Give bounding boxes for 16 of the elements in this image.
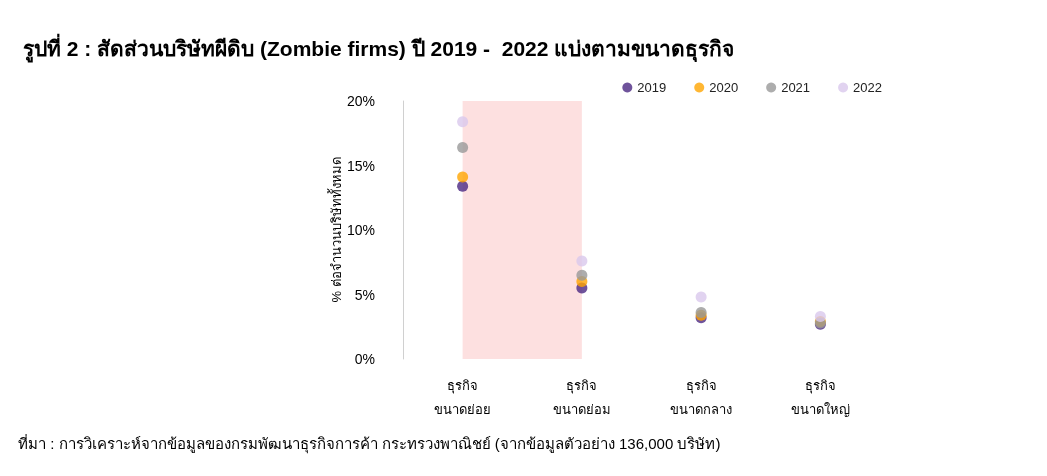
legend-label: 2020 [709, 80, 739, 95]
x-tick-label: ธุรกิจ ขนาดย่อย [434, 377, 492, 417]
legend-label: 2022 [853, 80, 882, 95]
legend-label: 2021 [781, 80, 811, 95]
text: ที่มา : การวิเคราะห์จากข้อมูลของกรมพัฒนาธุรกิจการค้า กระทรวงพาณิชย์ (จากข้อมูลตัวอย่าง 136,000 บริษัท) [18, 433, 721, 454]
y-axis-title: % ต่อจำนวนบริษัททั้งหมด [327, 157, 345, 303]
y-tick-label: 15% [346, 157, 375, 174]
y-tick-label: 20% [346, 93, 375, 109]
x-tick-label: ธุรกิจ ขนาดย่อม [552, 377, 611, 417]
x-tick-label: ธุรกิจ ขนาดกลาง [670, 377, 733, 417]
x-tick-label: ธุรกิจ ขนาดใหญ่ [790, 377, 850, 417]
y-tick-label: 10% [346, 222, 375, 238]
legend-label: 2019 [637, 80, 667, 95]
y-tick-label: 5% [354, 286, 375, 303]
chart-title: รูปที่ 2 : สัดส่วนบริษัทผีดิบ (Zombie firms) ปี 2019 - 2022 แบ่งตามขนาดธุรกิจ [23, 33, 735, 63]
y-tick-label: 0% [354, 351, 375, 367]
